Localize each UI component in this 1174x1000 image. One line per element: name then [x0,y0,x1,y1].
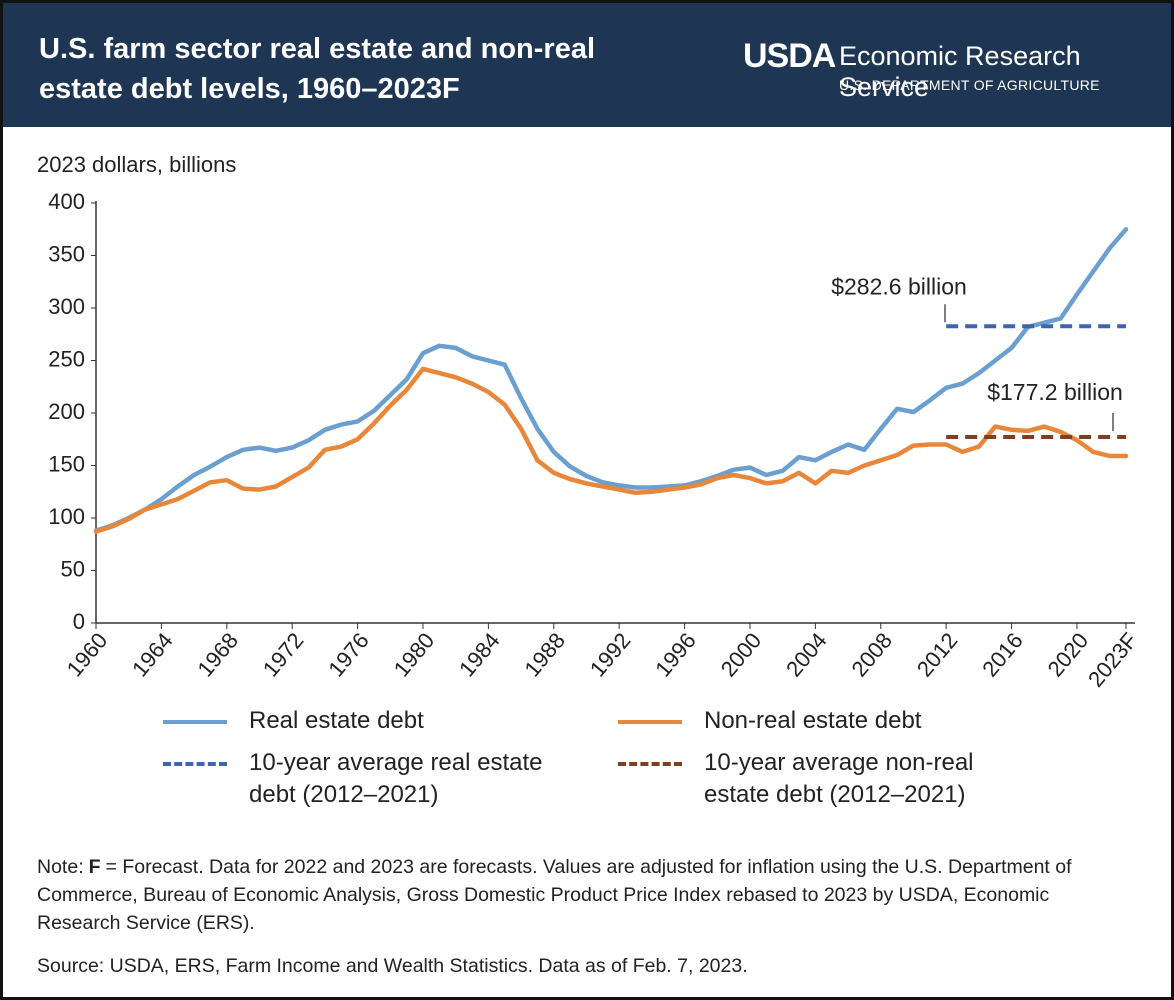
chart-title: U.S. farm sector real estate and non-rea… [39,33,596,105]
x-tick-label: 1988 [519,628,570,682]
y-tick-label: 250 [48,346,85,371]
x-tick-label: 2004 [781,628,832,682]
note-text: = Forecast. Data for 2022 and 2023 are f… [37,856,1072,934]
legend-swatch [618,762,682,766]
x-tick-label: 2008 [846,628,897,682]
x-tick-label: 1992 [585,628,636,682]
y-tick-label: 100 [48,504,85,529]
y-tick-label: 150 [48,451,85,476]
x-tick-label: 1976 [323,628,374,682]
data-line [93,366,1129,534]
legend-label: 10-year average real estate debt (2012–2… [249,749,543,808]
logo-mark: USDA [743,37,836,75]
chart: 2023 dollars, billions 0 50 100 150 200 250 30… [37,152,1142,692]
x-tick-label: 2016 [977,628,1028,682]
note-prefix: Note: [37,856,84,878]
legend-label: Non-real estate debt [704,707,922,734]
x-tick-label: 2000 [716,628,767,682]
x-tick-label: 2012 [912,628,963,682]
legend-label: 10-year average non-real estate debt (20… [704,749,974,808]
data-line [93,227,1129,533]
y-tick-label: 400 [48,189,85,214]
x-tick-label: 1996 [650,628,701,682]
logo-name: Economic Research Service [839,41,1081,102]
logo-department: U.S. DEPARTMENT OF AGRICULTURE [839,77,1100,93]
x-tick-label: 1964 [127,628,178,682]
x-tick-label: 1960 [62,628,113,682]
legend-swatch [163,762,227,766]
y-tick-label: 50 [61,556,85,581]
note-term: F [88,856,101,878]
source: Source: USDA, ERS, Farm Income and Wealt… [37,955,748,977]
x-tick-label: 1984 [454,628,505,682]
y-axis-label: 2023 dollars, billions [37,152,236,177]
x-tick-label: 1968 [192,628,243,682]
header: U.S. farm sector real estate and non-rea… [3,3,1171,127]
y-tick-label: 350 [48,241,85,266]
reference-label: $282.6 billion [831,273,967,299]
y-tick-label: 300 [48,294,85,319]
y-tick-label: 200 [48,399,85,424]
y-tick-label: 0 [73,609,85,634]
legend-swatch [618,720,682,724]
legend-label: Real estate debt [249,707,424,734]
note: Note: F = Forecast. Data for 2022 and 2023… [37,853,1137,937]
legend-swatch [163,720,227,724]
reference-label: $177.2 billion [987,379,1123,405]
x-tick-label: 2023F [1083,628,1142,692]
x-tick-label: 1972 [258,628,309,682]
x-tick-label: 1980 [389,628,440,682]
